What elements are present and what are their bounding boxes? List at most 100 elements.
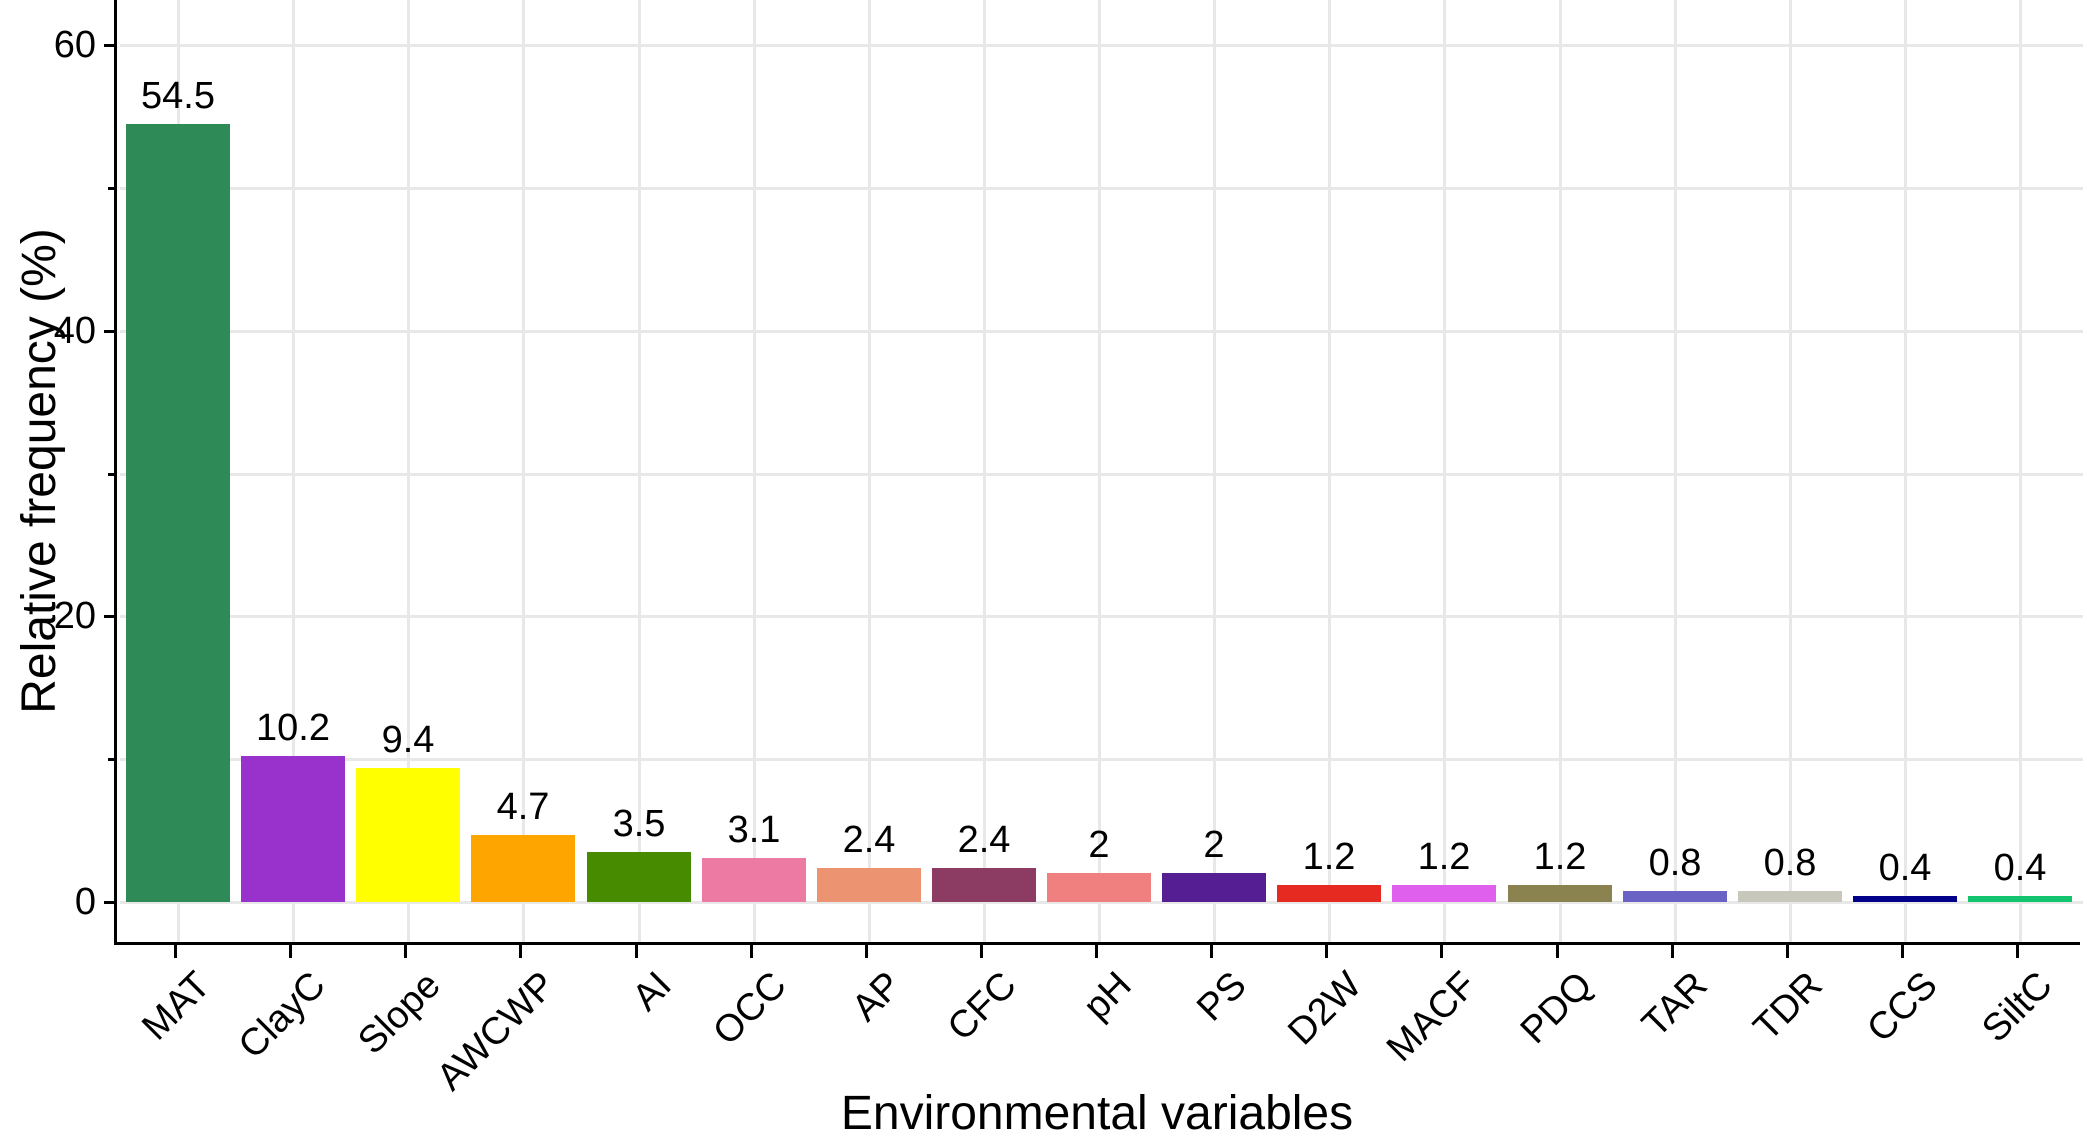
bar-ph: [1047, 873, 1151, 902]
x-axis-tick: [519, 945, 522, 958]
bar-macf: [1392, 885, 1496, 902]
bar-occ: [702, 858, 806, 902]
bar-value-label: 54.5: [141, 75, 215, 117]
x-axis-tick: [2016, 945, 2019, 958]
bar-value-label: 1.2: [1302, 836, 1356, 878]
x-axis-tick: [289, 945, 292, 958]
x-tick-label-slope: Slope: [350, 964, 449, 1063]
bar-value-label: 2.4: [957, 819, 1011, 861]
x-axis-tick: [1901, 945, 1904, 958]
y-axis-minor-tick: [108, 473, 117, 476]
bar-ps: [1162, 873, 1266, 902]
y-axis-minor-tick: [108, 187, 117, 190]
bar-value-label: 0.8: [1648, 842, 1702, 884]
x-axis-tick: [174, 945, 177, 958]
bar-tar: [1623, 891, 1727, 902]
bar-ai: [587, 852, 691, 902]
bar-value-label: 10.2: [256, 707, 330, 749]
y-axis-major-tick: [104, 330, 117, 333]
v-gridline: [1443, 0, 1446, 942]
x-axis-tick: [750, 945, 753, 958]
v-gridline: [1674, 0, 1677, 942]
bar-value-label: 3.5: [612, 803, 666, 845]
y-tick-label: 40: [53, 310, 96, 352]
bar-pdq: [1508, 885, 1612, 902]
v-gridline: [522, 0, 525, 942]
v-gridline: [292, 0, 295, 942]
x-axis-tick: [980, 945, 983, 958]
x-tick-label-d2w: D2W: [1280, 964, 1370, 1054]
bar-mat: [126, 124, 230, 902]
x-axis-tick: [635, 945, 638, 958]
bar-siltc: [1968, 896, 2072, 902]
bar-value-label: 0.8: [1763, 842, 1817, 884]
v-gridline: [1098, 0, 1101, 942]
bar-cfc: [932, 868, 1036, 902]
bar-ccs: [1853, 896, 1957, 902]
x-tick-label-cfc: CFC: [939, 964, 1025, 1049]
v-gridline: [983, 0, 986, 942]
y-axis-major-tick: [104, 44, 117, 47]
x-axis-tick: [865, 945, 868, 958]
v-gridline: [1904, 0, 1907, 942]
v-gridline: [638, 0, 641, 942]
h-gridline: [120, 187, 2083, 190]
x-tick-label-mat: MAT: [134, 964, 219, 1049]
v-gridline: [1559, 0, 1562, 942]
x-tick-label-ai: AI: [624, 964, 680, 1020]
h-gridline: [120, 758, 2083, 761]
x-tick-label-pdq: PDQ: [1512, 964, 1601, 1052]
h-gridline: [120, 473, 2083, 476]
v-gridline: [753, 0, 756, 942]
x-axis-tick: [404, 945, 407, 958]
x-tick-label-ps: PS: [1189, 964, 1255, 1030]
x-tick-label-awcwp: AWCWP: [429, 964, 564, 1099]
y-axis-minor-tick: [108, 758, 117, 761]
bar-value-label: 0.4: [1878, 847, 1932, 889]
x-tick-label-ph: pH: [1075, 964, 1140, 1029]
plot-panel: 54.5 10.2 9.4 4.7 3.5 3.1 2.4 2.4 2 2 1.2 1.2 1.2 0.8…: [114, 0, 2083, 945]
v-gridline: [1213, 0, 1216, 942]
v-gridline: [407, 0, 410, 942]
y-tick-label: 60: [53, 24, 96, 66]
bar-awcwp: [471, 835, 575, 902]
x-tick-label-occ: OCC: [705, 964, 795, 1054]
x-axis-title: Environmental variables: [840, 1087, 1354, 1140]
y-axis-title: Relative frequency (%): [13, 228, 66, 714]
y-axis-major-tick: [104, 615, 117, 618]
x-axis-tick: [1556, 945, 1559, 958]
x-axis-tick: [1325, 945, 1328, 958]
x-axis-tick: [1440, 945, 1443, 958]
x-axis-tick: [1671, 945, 1674, 958]
bar-value-label: 0.4: [1993, 847, 2047, 889]
bar-value-label: 1.2: [1417, 836, 1471, 878]
x-tick-label-clayc: ClayC: [230, 964, 334, 1067]
x-tick-label-macf: MACF: [1378, 964, 1485, 1070]
x-tick-label-tar: TAR: [1634, 964, 1716, 1046]
x-axis-tick: [1095, 945, 1098, 958]
x-axis-tick: [1786, 945, 1789, 958]
y-axis-major-tick: [104, 901, 117, 904]
v-gridline: [1328, 0, 1331, 942]
x-tick-label-ap: AP: [844, 964, 910, 1030]
x-tick-label-siltc: SiltC: [1974, 964, 2061, 1051]
v-gridline: [1789, 0, 1792, 942]
v-gridline: [868, 0, 871, 942]
bar-clayc: [241, 756, 345, 902]
bar-value-label: 9.4: [381, 719, 435, 761]
v-gridline: [2019, 0, 2022, 942]
bar-tdr: [1738, 891, 1842, 902]
bar-value-label: 2: [1088, 824, 1110, 866]
bar-value-label: 1.2: [1533, 836, 1587, 878]
y-tick-label: 0: [74, 881, 96, 923]
bar-value-label: 2: [1203, 824, 1225, 866]
h-gridline: [120, 330, 2083, 333]
bar-d2w: [1277, 885, 1381, 902]
h-gridline: [120, 615, 2083, 618]
bar-value-label: 4.7: [496, 786, 550, 828]
bar-ap: [817, 868, 921, 902]
h-gridline: [120, 901, 2083, 904]
x-axis-tick: [1210, 945, 1213, 958]
x-tick-label-tdr: TDR: [1745, 964, 1831, 1049]
